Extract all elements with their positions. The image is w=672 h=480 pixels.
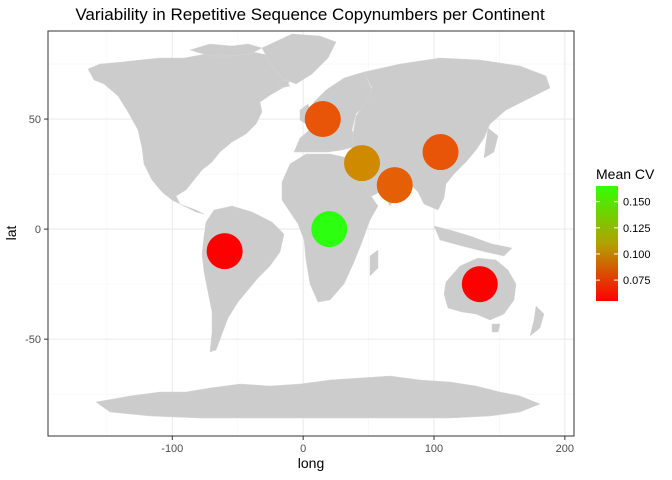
legend: Mean CV 0.075 0.100 0.125 0.150 xyxy=(596,166,655,301)
data-point xyxy=(304,101,341,138)
legend-tick-label: 0.100 xyxy=(623,249,651,261)
x-tick-label: -100 xyxy=(161,443,183,455)
x-tick-label: 200 xyxy=(556,443,574,455)
data-points xyxy=(206,101,498,303)
legend-tick-label: 0.075 xyxy=(623,275,651,287)
data-point xyxy=(461,266,498,303)
data-point xyxy=(422,134,459,171)
land-tasmania xyxy=(491,323,501,333)
chart-title: Variability in Repetitive Sequence Copyn… xyxy=(75,5,545,24)
land-iceland xyxy=(275,79,291,89)
data-point xyxy=(376,167,413,204)
x-tick-label: 100 xyxy=(425,443,443,455)
y-axis-ticks: -50 0 50 xyxy=(25,114,48,346)
data-point xyxy=(311,211,348,248)
data-point xyxy=(206,233,243,270)
y-tick-label: -50 xyxy=(25,334,41,346)
x-tick-label: 0 xyxy=(300,443,306,455)
legend-ticks: 0.075 0.100 0.125 0.150 xyxy=(596,197,651,287)
x-axis-ticks: -100 0 100 200 xyxy=(161,436,574,455)
y-axis-title: lat xyxy=(3,226,19,241)
y-tick-label: 50 xyxy=(29,114,41,126)
data-point xyxy=(344,145,381,182)
x-axis-title: long xyxy=(298,455,324,471)
legend-tick-label: 0.150 xyxy=(623,197,651,209)
land-new-zealand xyxy=(529,305,545,337)
y-tick-label: 0 xyxy=(35,224,41,236)
legend-colorbar xyxy=(596,186,618,301)
land-greenland xyxy=(261,33,337,85)
land-maritime-asia xyxy=(433,225,513,257)
legend-title: Mean CV xyxy=(596,166,655,182)
panel-border xyxy=(47,30,575,437)
land-antarctica xyxy=(95,375,541,419)
land-japan xyxy=(483,127,499,159)
legend-tick-label: 0.125 xyxy=(623,223,651,235)
land-madagascar xyxy=(369,249,379,277)
